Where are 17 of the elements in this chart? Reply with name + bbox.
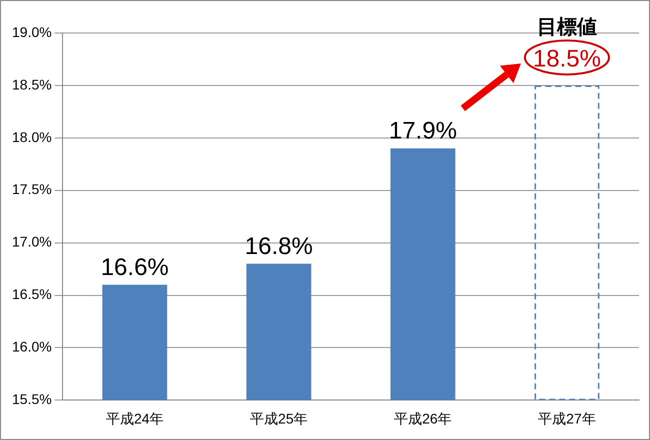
x-tick-label: 平成26年 xyxy=(394,410,452,426)
y-tick-label: 19.0% xyxy=(12,24,52,40)
y-tick-label: 16.5% xyxy=(12,286,52,302)
x-tick-label: 平成24年 xyxy=(106,410,164,426)
x-tick-label: 平成27年 xyxy=(538,410,596,426)
y-tick-label: 18.0% xyxy=(12,128,52,145)
data-label: 17.9% xyxy=(388,117,457,144)
x-tick-label: 平成25年 xyxy=(250,410,308,426)
y-tick-label: 16.0% xyxy=(12,338,52,355)
data-label: 16.8% xyxy=(244,232,313,260)
y-tick-label: 17.5% xyxy=(12,181,52,198)
data-label: 18.5% xyxy=(532,45,601,72)
y-tick-label: 17.0% xyxy=(12,234,52,250)
y-tick-label: 18.5% xyxy=(12,76,52,92)
y-tick-label: 15.5% xyxy=(12,391,52,408)
annotation: 目標値 xyxy=(536,16,597,38)
data-label: 16.6% xyxy=(100,254,169,281)
